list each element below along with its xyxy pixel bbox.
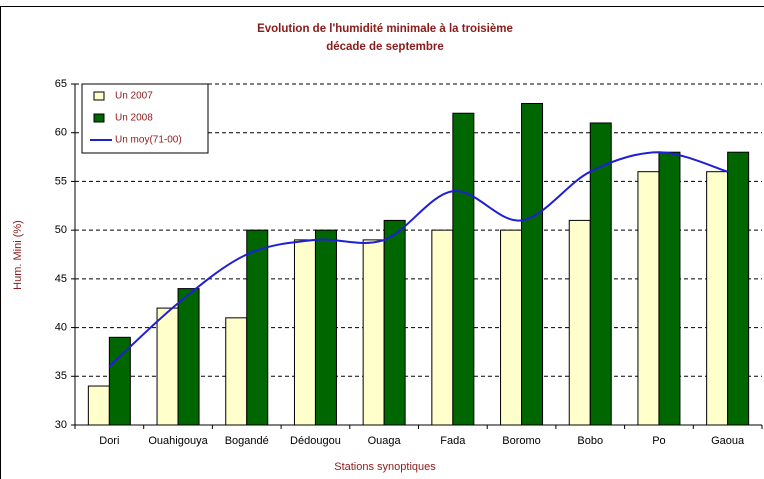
bar xyxy=(589,122,612,426)
x-tick-label: Dédougou xyxy=(290,435,341,447)
y-tick-label: 50 xyxy=(55,224,67,236)
bar xyxy=(706,171,729,426)
bar xyxy=(314,229,337,426)
bar xyxy=(156,307,179,426)
x-tick-label: Bogandé xyxy=(225,435,269,447)
x-tick-label: Boromo xyxy=(502,435,541,447)
bar xyxy=(658,151,681,426)
x-tick-label: Ouaga xyxy=(368,435,402,447)
legend-label: Un moy(71-00) xyxy=(115,135,182,146)
x-tick-label: Fada xyxy=(440,435,466,447)
bar xyxy=(177,288,200,426)
bar xyxy=(452,112,475,426)
bar xyxy=(521,102,544,426)
x-tick-label: Bobo xyxy=(577,435,603,447)
bar xyxy=(246,229,269,426)
bar xyxy=(500,229,523,426)
bar xyxy=(362,239,385,426)
y-tick-label: 60 xyxy=(55,127,67,139)
chart-border xyxy=(0,6,764,479)
line-series xyxy=(108,151,728,368)
y-tick-label: 65 xyxy=(55,78,67,90)
bar xyxy=(383,219,406,426)
y-tick-label: 55 xyxy=(55,175,67,187)
bar xyxy=(293,239,316,426)
bar xyxy=(727,151,750,426)
bar xyxy=(108,336,131,426)
bar xyxy=(225,317,248,426)
x-axis-label: Stations synoptiques xyxy=(334,461,436,473)
bar xyxy=(568,219,591,426)
x-tick-label: Dori xyxy=(99,435,119,447)
legend-label: Un 2008 xyxy=(115,113,153,124)
chart-title: Evolution de l'humidité minimale à la tr… xyxy=(257,23,513,53)
x-tick-label: Gaoua xyxy=(711,435,745,447)
x-tick-label: Ouahigouya xyxy=(148,435,208,447)
bar xyxy=(87,385,110,426)
legend-swatch xyxy=(93,91,105,101)
bar xyxy=(431,229,454,426)
legend-label: Un 2007 xyxy=(115,91,153,102)
x-tick-label: Po xyxy=(652,435,665,447)
y-tick-label: 40 xyxy=(55,321,67,333)
y-axis-label: Hum. Mini (%) xyxy=(12,220,24,290)
y-tick-label: 35 xyxy=(55,370,67,382)
legend-swatch xyxy=(93,113,105,123)
bar xyxy=(637,171,660,426)
y-tick-label: 45 xyxy=(55,273,67,285)
y-tick-label: 30 xyxy=(55,419,67,431)
